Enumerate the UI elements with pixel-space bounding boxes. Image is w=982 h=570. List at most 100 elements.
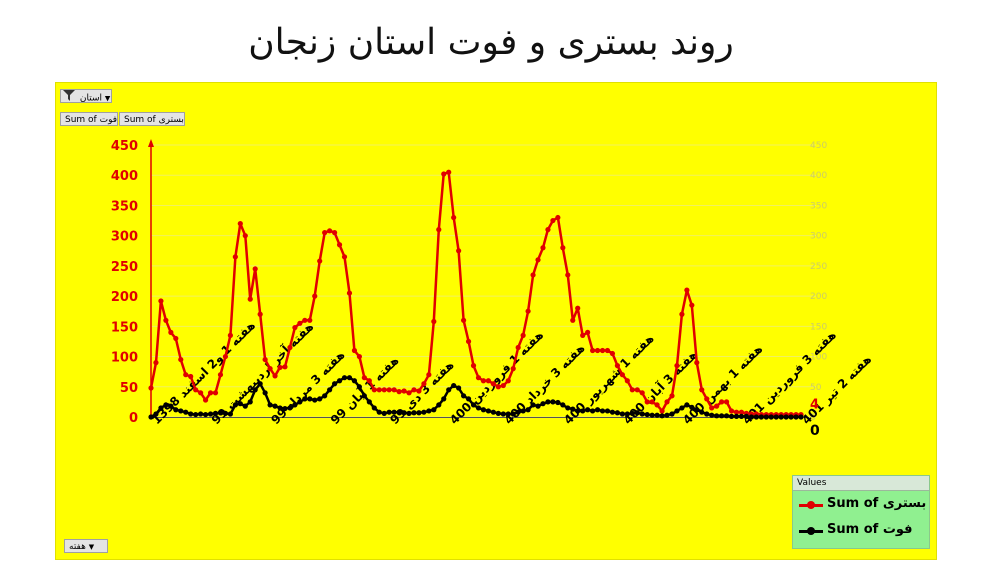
data-point-hospitalized: [198, 390, 204, 396]
data-point-deaths: [590, 408, 596, 414]
data-point-deaths: [689, 404, 695, 410]
data-point-hospitalized: [590, 347, 596, 354]
data-point-deaths: [232, 402, 238, 408]
data-point-hospitalized: [515, 344, 521, 351]
data-point-hospitalized: [570, 317, 576, 323]
y-tick-label-right: 450: [810, 141, 827, 151]
data-point-deaths: [371, 405, 377, 411]
data-point-deaths: [183, 409, 189, 415]
data-point-deaths: [505, 411, 511, 417]
data-point-deaths: [555, 399, 561, 406]
data-point-deaths: [207, 411, 214, 417]
data-point-hospitalized: [292, 324, 298, 331]
data-point-hospitalized: [361, 375, 367, 381]
data-point-hospitalized: [520, 332, 526, 338]
axis-field-button[interactable]: هفته ▼: [64, 539, 108, 553]
data-point-hospitalized: [694, 360, 700, 366]
data-point-deaths: [709, 412, 715, 418]
data-point-deaths: [346, 375, 353, 381]
funnel-icon: [63, 90, 75, 106]
data-point-deaths: [312, 397, 318, 403]
data-point-deaths: [302, 396, 308, 402]
data-point-hospitalized: [460, 317, 467, 323]
data-point-deaths: [336, 378, 343, 384]
data-point-hospitalized: [480, 378, 487, 384]
data-point-deaths: [575, 408, 581, 414]
data-point-hospitalized: [733, 409, 740, 415]
data-point-hospitalized: [242, 233, 248, 239]
data-point-deaths: [272, 403, 278, 409]
data-point-deaths: [644, 411, 650, 418]
data-point-hospitalized: [267, 366, 273, 372]
data-point-hospitalized: [505, 378, 511, 384]
data-point-deaths: [793, 414, 799, 420]
data-point-deaths: [530, 402, 536, 408]
data-point-hospitalized: [560, 245, 566, 251]
data-point-deaths: [614, 410, 621, 416]
value-field-button-deaths[interactable]: Sum of فوت: [60, 112, 118, 126]
y-tick-label-left: 250: [111, 260, 138, 275]
data-point-hospitalized: [222, 353, 229, 360]
data-point-deaths: [719, 413, 725, 419]
data-point-deaths: [287, 405, 293, 411]
data-point-deaths: [322, 393, 328, 399]
data-point-hospitalized: [401, 388, 407, 394]
data-point-hospitalized: [202, 397, 209, 403]
data-point-deaths: [500, 411, 506, 417]
y-tick-label-right: 100: [810, 353, 827, 363]
data-point-hospitalized: [525, 308, 531, 314]
data-point-deaths: [649, 412, 655, 418]
y-tick-label-right: 300: [810, 232, 827, 242]
data-point-deaths: [738, 413, 745, 419]
data-point-hospitalized: [540, 245, 546, 251]
y-tick-label-right: 250: [810, 262, 827, 272]
data-point-hospitalized: [153, 360, 159, 366]
data-point-hospitalized: [158, 298, 164, 304]
data-point-deaths: [361, 393, 367, 399]
data-point-hospitalized: [371, 387, 377, 393]
data-point-deaths: [624, 411, 630, 417]
data-point-hospitalized: [654, 402, 660, 408]
data-point-deaths: [416, 410, 422, 416]
data-point-hospitalized: [426, 372, 432, 378]
legend-marker-black: [807, 527, 815, 535]
data-point-hospitalized: [381, 387, 387, 393]
data-point-deaths: [788, 414, 794, 420]
filter-field-button[interactable]: استان ▼: [60, 89, 112, 106]
data-point-hospitalized: [669, 393, 675, 399]
data-point-hospitalized: [386, 387, 392, 393]
data-point-hospitalized: [421, 381, 427, 387]
data-point-hospitalized: [327, 228, 333, 234]
data-point-hospitalized: [272, 373, 278, 379]
y-tick-label-left: 200: [111, 290, 138, 305]
series-line-hospitalized: [149, 170, 801, 416]
data-point-hospitalized: [709, 405, 715, 411]
data-point-deaths: [277, 405, 283, 411]
chart-title: روند بستری و فوت استان زنجان: [248, 22, 734, 63]
value-field-button-hospitalized[interactable]: Sum of بستری: [119, 112, 185, 126]
data-point-deaths: [173, 407, 179, 413]
data-point-hospitalized: [470, 363, 477, 369]
data-point-deaths: [674, 408, 680, 414]
data-point-hospitalized: [609, 350, 616, 357]
data-point-hospitalized: [391, 387, 397, 393]
data-point-deaths: [798, 414, 804, 420]
data-point-hospitalized: [639, 390, 645, 396]
data-point-hospitalized: [178, 356, 184, 363]
data-point-hospitalized: [634, 387, 640, 393]
data-point-hospitalized: [346, 290, 353, 296]
data-point-deaths: [580, 408, 586, 414]
data-point-hospitalized: [277, 364, 283, 371]
y-tick-label-right: 150: [810, 322, 827, 332]
data-point-hospitalized: [510, 366, 516, 372]
data-point-deaths: [495, 410, 501, 416]
data-point-deaths: [778, 414, 784, 420]
data-point-hospitalized: [317, 258, 323, 264]
data-point-deaths: [634, 410, 640, 416]
data-point-deaths: [753, 414, 759, 420]
data-point-deaths: [669, 411, 675, 417]
data-point-deaths: [599, 408, 606, 414]
data-point-hospitalized: [614, 363, 621, 369]
data-point-deaths: [282, 405, 288, 412]
data-point-deaths: [748, 414, 754, 420]
